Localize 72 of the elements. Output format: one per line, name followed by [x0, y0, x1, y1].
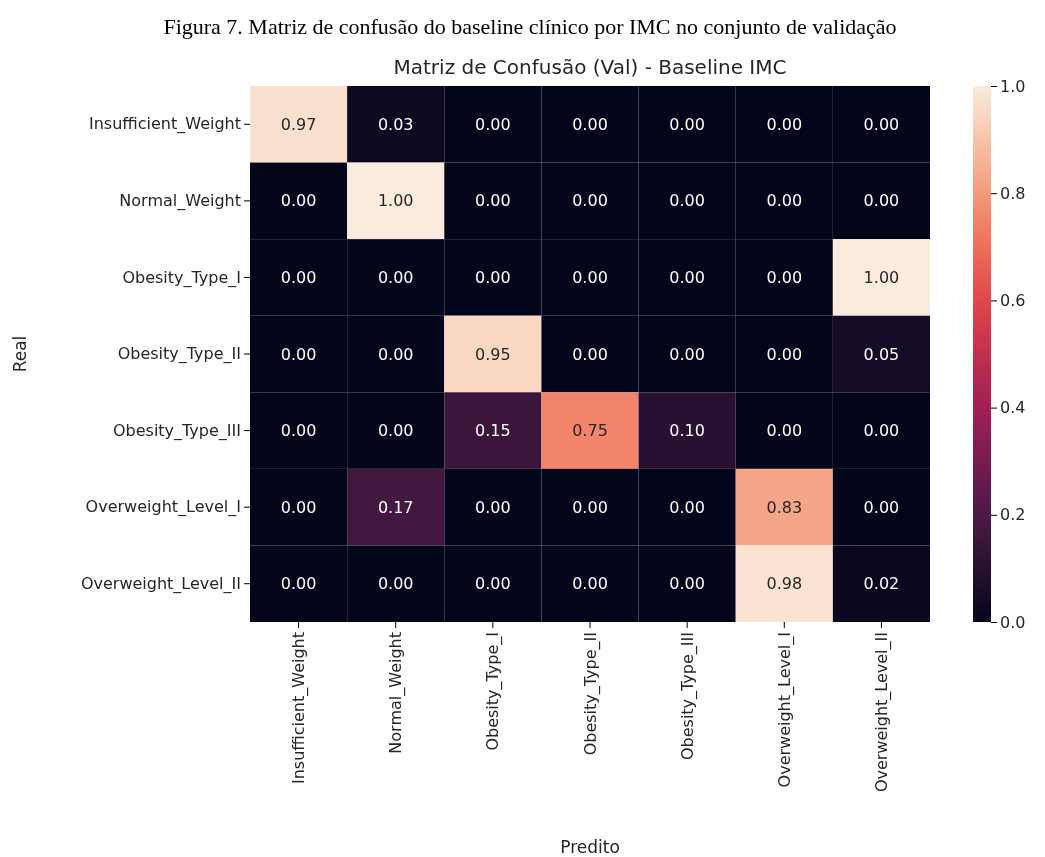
- data-label: 0.00: [475, 114, 511, 134]
- x-tick-label: Obesity_Type_II: [580, 632, 601, 756]
- x-tick-label: Overweight_Level_II: [872, 632, 893, 793]
- data-label: 0.00: [669, 268, 705, 288]
- data-label: 0.00: [863, 497, 900, 517]
- data-label: 0.00: [669, 497, 705, 517]
- data-label: 0.00: [377, 268, 414, 288]
- data-label: 0.00: [863, 114, 900, 134]
- data-label: 0.00: [572, 114, 608, 134]
- data-label: 0.15: [475, 421, 511, 441]
- data-label: 0.98: [766, 574, 803, 594]
- data-label: 0.00: [280, 574, 317, 594]
- y-tick-label: Obesity_Type_I: [122, 267, 241, 288]
- color-bar-label: 0.0: [1000, 612, 1026, 632]
- data-label: 0.00: [280, 191, 317, 211]
- x-axis-title: Predito: [560, 837, 620, 857]
- data-label: 0.83: [766, 497, 803, 517]
- data-label: 0.95: [475, 344, 511, 364]
- data-label: 0.00: [475, 497, 511, 517]
- data-label: 0.00: [572, 191, 608, 211]
- data-label: 0.05: [863, 344, 900, 364]
- data-label: 0.00: [766, 191, 803, 211]
- y-tick-label: Obesity_Type_II: [117, 344, 241, 365]
- data-label: 0.00: [863, 421, 900, 441]
- y-tick-label: Insufficient_Weight: [88, 114, 241, 135]
- y-tick-label: Normal_Weight: [119, 190, 241, 211]
- data-label: 0.00: [377, 421, 414, 441]
- color-bar-label: 1.0: [1000, 76, 1026, 96]
- data-label: 0.00: [280, 268, 317, 288]
- y-tick-label: Obesity_Type_III: [112, 420, 241, 441]
- color-bar-label: 0.4: [1000, 398, 1026, 418]
- data-label: 0.02: [863, 574, 900, 594]
- data-label: 0.75: [572, 421, 608, 441]
- data-label: 0.00: [475, 191, 511, 211]
- data-label: 0.97: [280, 114, 317, 134]
- data-label: 1.00: [377, 191, 414, 211]
- data-label: 0.00: [766, 114, 803, 134]
- x-tick-label: Obesity_Type_III: [677, 632, 698, 761]
- data-label: 0.00: [475, 574, 511, 594]
- data-label: 0.00: [669, 574, 705, 594]
- data-label: 0.03: [377, 114, 414, 134]
- color-bar-label: 0.6: [1000, 291, 1026, 311]
- data-label: 0.00: [669, 344, 705, 364]
- color-bar-label: 0.2: [1000, 505, 1026, 525]
- data-label: 0.17: [377, 497, 414, 517]
- data-label: 0.00: [475, 268, 511, 288]
- data-label: 0.00: [863, 191, 900, 211]
- data-label: 0.00: [572, 268, 608, 288]
- data-label: 1.00: [863, 268, 900, 288]
- chart-subtitle: Matriz de Confusão (Val) - Baseline IMC: [393, 55, 787, 79]
- y-tick-label: Overweight_Level_II: [80, 573, 241, 594]
- data-label: 0.00: [280, 421, 317, 441]
- data-label: 0.00: [280, 497, 317, 517]
- color-bar-label: 0.8: [1000, 183, 1026, 203]
- data-label: 0.00: [766, 421, 803, 441]
- y-tick-label: Overweight_Level_I: [85, 497, 241, 518]
- data-label: 0.00: [377, 344, 414, 364]
- x-tick-label: Normal_Weight: [386, 632, 407, 754]
- data-label: 0.00: [572, 574, 608, 594]
- data-label: 0.00: [572, 344, 608, 364]
- data-label: 0.00: [766, 268, 803, 288]
- x-tick-label: Obesity_Type_I: [483, 632, 504, 751]
- data-label: 0.00: [572, 497, 608, 517]
- data-label: 0.00: [766, 344, 803, 364]
- data-label: 0.00: [669, 191, 705, 211]
- data-label: 0.10: [669, 421, 705, 441]
- data-label: 0.00: [377, 574, 414, 594]
- data-label: 0.00: [280, 344, 317, 364]
- x-tick-label: Overweight_Level_I: [774, 632, 795, 788]
- data-label: 0.00: [669, 114, 705, 134]
- chart-title: Figura 7. Matriz de confusão do baseline clínico por IMC no conjunto de validação: [163, 14, 897, 39]
- y-axis-title: Real: [10, 335, 30, 373]
